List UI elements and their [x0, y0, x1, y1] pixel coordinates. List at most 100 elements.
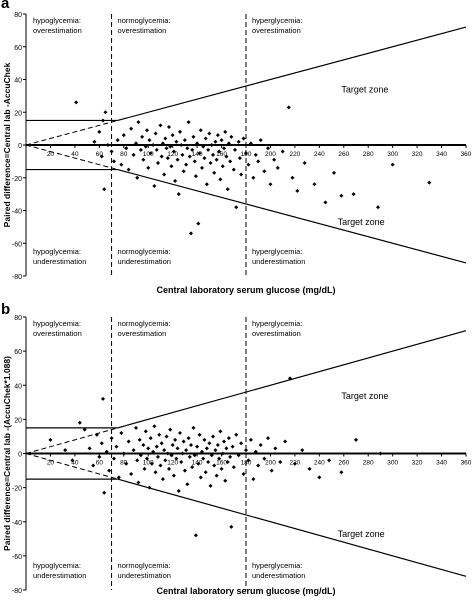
- data-point: [307, 466, 312, 471]
- data-point: [165, 451, 170, 456]
- data-point: [171, 473, 176, 478]
- data-point: [170, 442, 175, 447]
- data-point: [339, 470, 344, 475]
- data-point: [151, 143, 156, 147]
- data-point: [219, 466, 224, 471]
- data-point: [258, 138, 263, 143]
- data-point: [295, 188, 300, 193]
- data-point: [195, 141, 200, 146]
- data-point: [181, 439, 186, 444]
- data-point: [119, 162, 124, 167]
- data-point: [163, 458, 168, 463]
- data-point: [239, 172, 244, 177]
- data-point: [189, 442, 193, 447]
- data-point: [180, 152, 185, 157]
- data-point: [213, 448, 218, 453]
- region-label-line1: normoglycemia:: [118, 16, 171, 25]
- data-point: [256, 463, 261, 468]
- data-point: [97, 129, 102, 134]
- data-point: [272, 157, 277, 162]
- data-point: [158, 123, 163, 128]
- data-point: [170, 133, 175, 138]
- data-point: [209, 453, 214, 458]
- x-tick-label: 300: [387, 460, 398, 467]
- target-zone-label-lower: Target zone: [338, 529, 385, 539]
- data-point: [143, 429, 148, 434]
- data-point: [236, 139, 241, 144]
- data-point: [236, 453, 241, 458]
- data-point: [105, 143, 110, 147]
- x-tick-label: 200: [265, 460, 276, 467]
- data-point: [234, 432, 239, 437]
- data-point: [191, 134, 196, 139]
- data-point: [332, 170, 336, 175]
- data-point: [156, 161, 160, 166]
- data-point: [224, 446, 229, 451]
- data-point: [203, 470, 208, 475]
- data-point: [167, 466, 171, 471]
- y-tick-label: 40: [14, 383, 22, 390]
- data-point: [237, 156, 242, 161]
- region-label-line1: hyperglycemia:: [252, 561, 302, 570]
- data-point: [214, 473, 219, 478]
- region-label-line1: hypoglycemia:: [33, 247, 81, 256]
- data-point: [206, 460, 211, 465]
- data-point: [278, 460, 283, 465]
- data-point: [217, 456, 222, 461]
- data-point: [251, 175, 256, 180]
- data-point: [107, 468, 112, 473]
- region-label-line2: underestimation: [118, 571, 171, 580]
- target-zone-label-lower: Target zone: [338, 217, 385, 227]
- data-point: [74, 100, 79, 105]
- data-point: [147, 485, 152, 490]
- data-point: [154, 147, 159, 152]
- zone-extension-upper-dashed: [25, 119, 118, 146]
- x-tick-label: 140: [192, 151, 203, 158]
- y-tick-label: -80: [12, 274, 22, 281]
- data-point: [186, 436, 191, 441]
- data-point: [156, 454, 160, 459]
- x-tick-label: 20: [47, 460, 55, 467]
- data-point: [159, 441, 164, 446]
- data-point: [162, 448, 167, 453]
- data-point: [225, 460, 230, 465]
- data-point: [224, 154, 229, 159]
- y-tick-label: -40: [12, 209, 22, 216]
- y-tick-label: -80: [12, 588, 22, 595]
- region-label-line1: normoglycemia:: [118, 561, 171, 570]
- data-point: [119, 431, 124, 436]
- data-point: [178, 129, 182, 134]
- data-point: [135, 458, 140, 463]
- data-point: [171, 149, 176, 154]
- data-point: [129, 126, 134, 131]
- data-point: [146, 165, 151, 170]
- data-point: [192, 159, 197, 164]
- data-point: [300, 448, 305, 453]
- data-point: [178, 431, 182, 436]
- y-tick-label: -20: [12, 486, 22, 493]
- data-point: [160, 141, 165, 146]
- data-point: [219, 138, 224, 143]
- data-point: [138, 147, 143, 152]
- data-point: [231, 167, 236, 172]
- data-point: [165, 156, 170, 161]
- data-point: [229, 524, 234, 529]
- data-point: [209, 143, 214, 147]
- data-point: [99, 441, 104, 446]
- data-point: [103, 110, 108, 115]
- data-point: [191, 425, 196, 430]
- y-tick-label: 20: [14, 110, 22, 117]
- data-point: [92, 139, 97, 144]
- data-point: [317, 475, 322, 480]
- x-tick-label: 40: [71, 151, 79, 158]
- y-tick-label: 60: [14, 45, 22, 52]
- x-tick-label: 340: [436, 151, 447, 158]
- data-point: [109, 149, 114, 154]
- zone-boundary-lower: [117, 478, 467, 577]
- data-point: [109, 436, 114, 441]
- data-point: [135, 175, 140, 180]
- data-point: [101, 396, 105, 401]
- x-tick-label: 100: [143, 460, 154, 467]
- data-point: [126, 167, 131, 172]
- panel-label: b: [1, 301, 10, 318]
